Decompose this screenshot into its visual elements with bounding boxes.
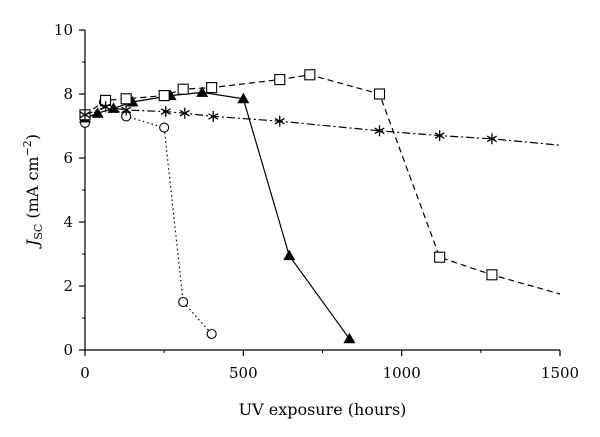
- x-axis-title: UV exposure (hours): [239, 400, 407, 419]
- x-tick-label: 1000: [383, 364, 421, 382]
- data-point: [304, 69, 316, 81]
- data-point: [158, 90, 170, 102]
- axes: 0 2 4 6 8 10 0 500 1000 1500: [54, 21, 579, 382]
- data-point: [208, 110, 219, 122]
- series-3: [79, 69, 561, 295]
- data-point: [79, 109, 91, 121]
- data-point: [283, 249, 296, 261]
- data-point: [206, 82, 218, 94]
- series-4: [79, 101, 561, 146]
- data-point: [159, 122, 170, 133]
- series-line: [84, 74, 561, 295]
- asterisk-stroke: [79, 111, 91, 119]
- data-point: [374, 125, 385, 137]
- y-axis-title-sub: SC: [32, 224, 45, 240]
- x-tick-label: 0: [80, 364, 90, 382]
- data-point: [120, 93, 132, 105]
- series-1: [79, 96, 217, 340]
- data-point: [237, 92, 250, 104]
- labels: UV exposure (hours) JSC (mA cm−2): [21, 134, 406, 419]
- y-axis-title-main: J: [23, 238, 42, 249]
- series-line: [84, 101, 213, 335]
- data-point: [100, 101, 111, 113]
- data-point: [434, 130, 445, 142]
- asterisk-stroke: [121, 106, 132, 114]
- data-point: [121, 104, 132, 116]
- y-axis-title: JSC (mA cm−2): [21, 134, 45, 249]
- y-tick-label: 2: [63, 277, 73, 295]
- data-point: [486, 133, 498, 145]
- data-point: [177, 83, 189, 95]
- series-line: [84, 91, 350, 340]
- data-point: [434, 251, 446, 263]
- y-tick-label: 8: [63, 85, 73, 103]
- asterisk-stroke: [100, 103, 111, 111]
- data-point: [91, 107, 104, 118]
- data-point: [373, 88, 386, 100]
- data-point: [486, 269, 498, 281]
- data-point: [206, 328, 217, 340]
- data-point: [178, 296, 189, 308]
- series-line: [84, 106, 561, 146]
- data-point: [196, 86, 209, 97]
- y-axis-title-sup: −2: [21, 140, 34, 156]
- data-point: [179, 107, 190, 119]
- y-tick-label: 10: [54, 21, 73, 39]
- asterisk-stroke: [160, 108, 171, 115]
- data-point: [274, 115, 285, 127]
- series-layer: [79, 69, 561, 344]
- data-point: [160, 106, 171, 118]
- x-tick-label: 1500: [541, 364, 579, 382]
- y-tick-label: 4: [63, 213, 73, 231]
- asterisk-stroke: [179, 109, 190, 117]
- x-tick-label: 500: [229, 364, 258, 382]
- asterisk-stroke: [434, 132, 445, 139]
- asterisk-stroke: [274, 117, 285, 125]
- asterisk-stroke: [208, 113, 219, 120]
- data-point: [343, 332, 356, 344]
- asterisk-stroke: [374, 127, 385, 135]
- y-axis-title-unit: (mA cm: [23, 156, 42, 223]
- y-tick-label: 0: [63, 341, 73, 359]
- y-axis-title-close: ): [23, 134, 42, 140]
- data-point: [274, 74, 286, 86]
- y-tick-label: 6: [63, 149, 73, 167]
- asterisk-stroke: [486, 135, 498, 143]
- data-point: [107, 102, 120, 113]
